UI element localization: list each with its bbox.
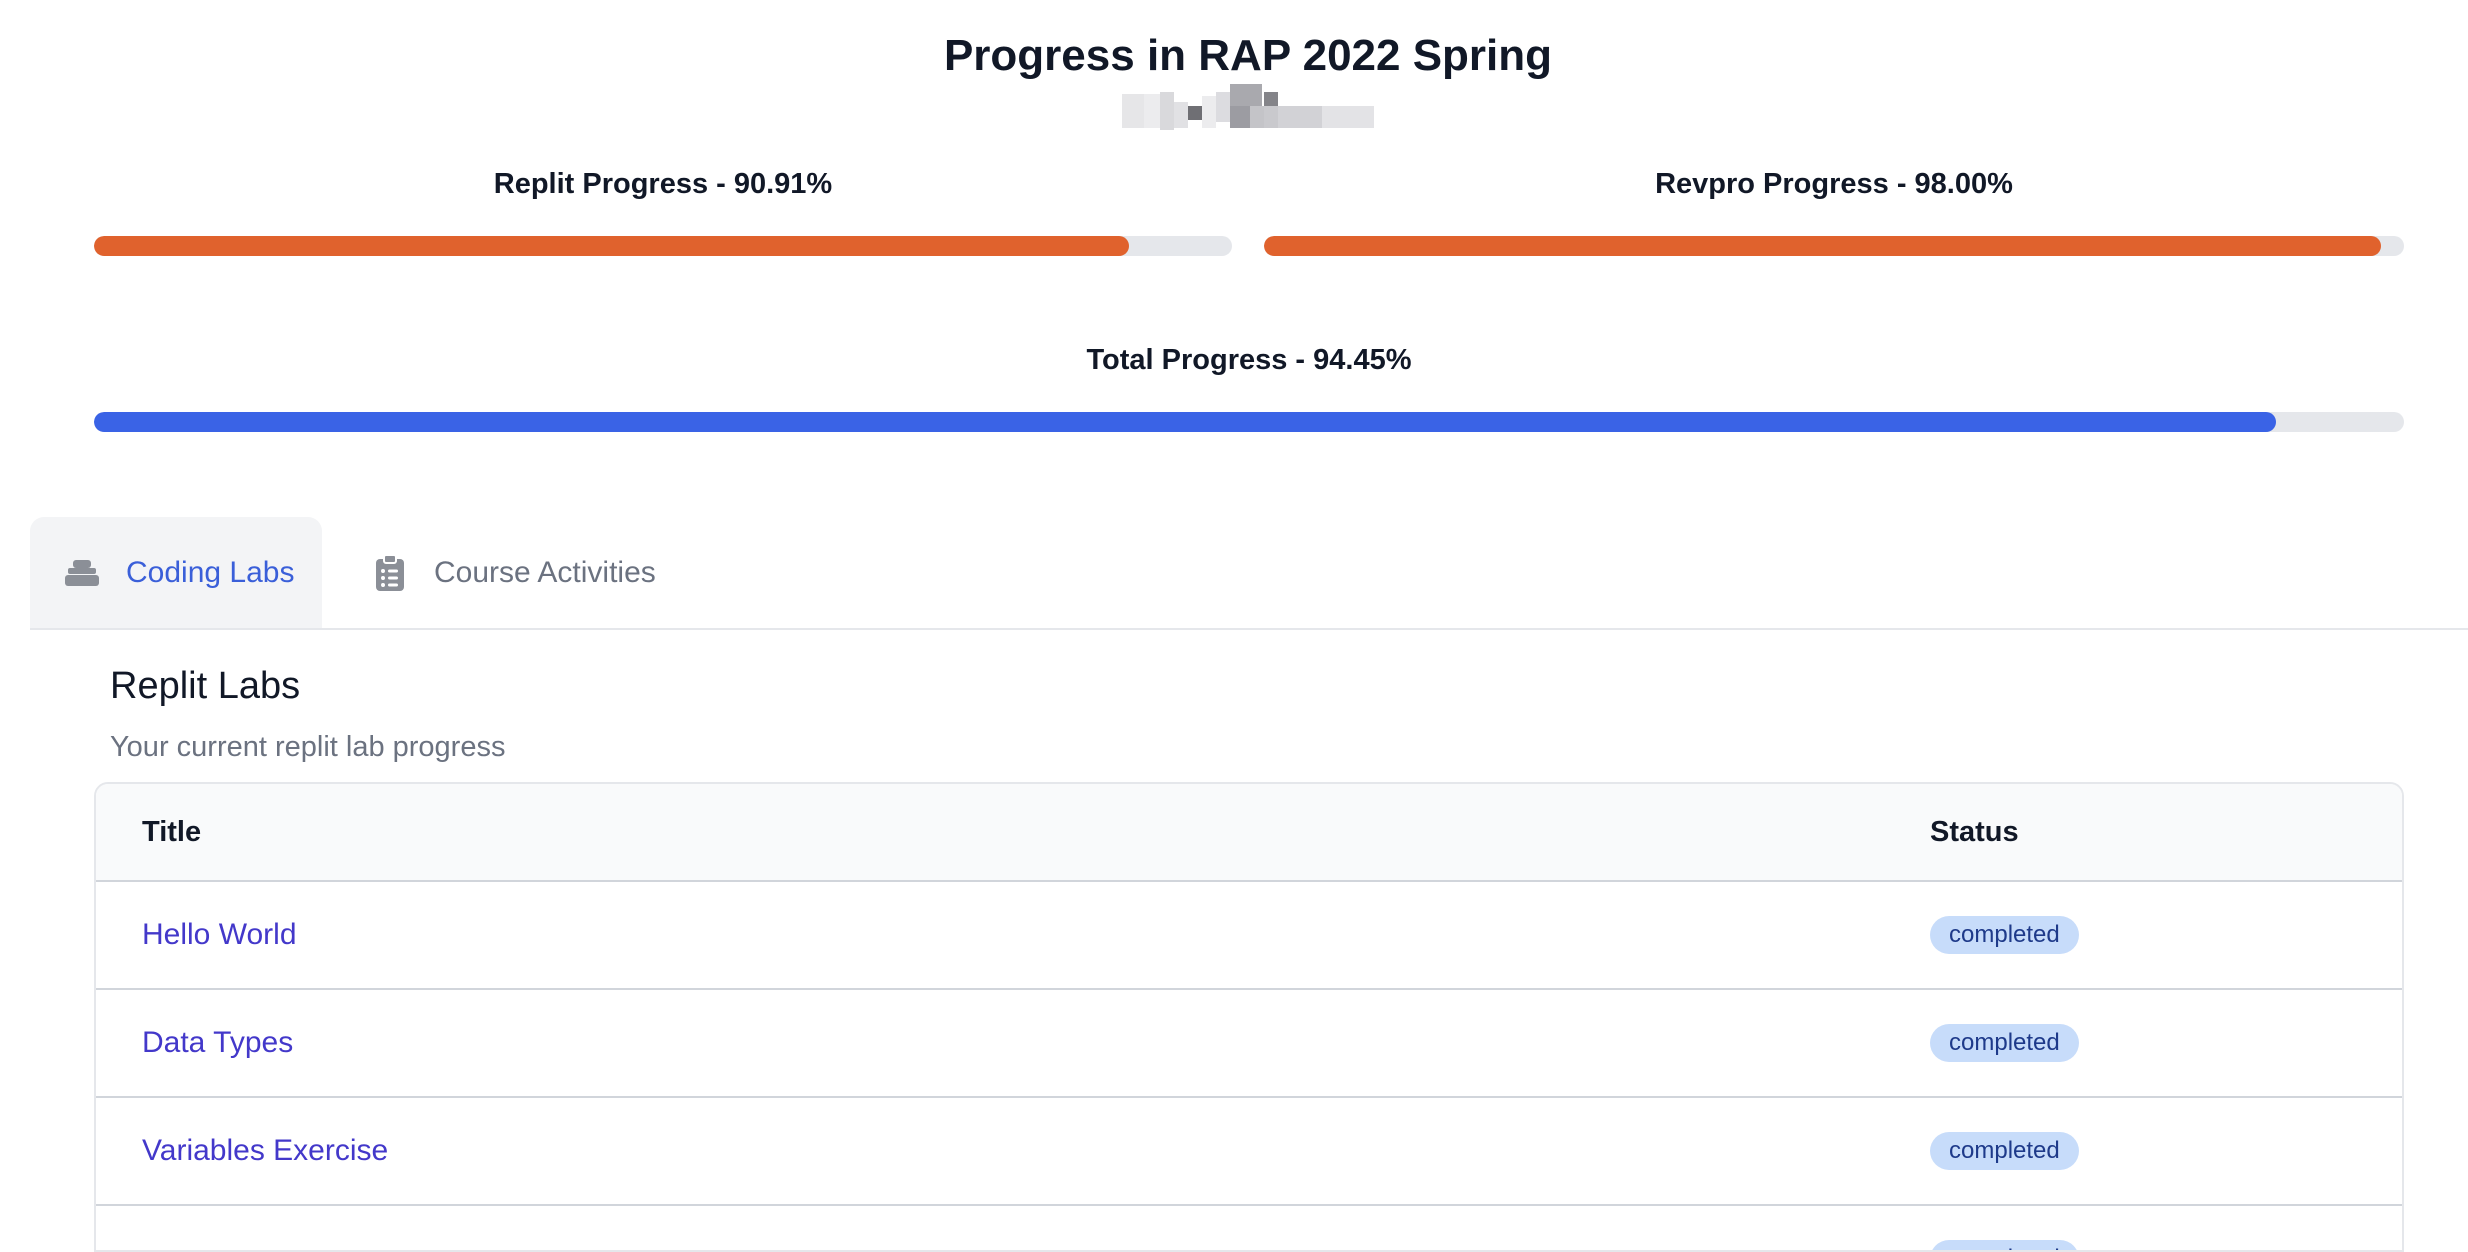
total-progress-fill (94, 412, 2276, 432)
replit-progress-fill (94, 236, 1129, 256)
replit-progress-track (94, 236, 1232, 256)
table-row: completed (96, 1206, 2402, 1250)
column-header-status: Status (1930, 816, 2019, 848)
status-badge: completed (1930, 1024, 2079, 1062)
table-header: Title Status (96, 784, 2402, 882)
table-row: Hello World completed (96, 882, 2402, 990)
section-subtitle: Your current replit lab progress (110, 731, 506, 763)
tabs-divider (30, 628, 2468, 630)
clipboard-list-icon (372, 554, 408, 591)
total-progress-label: Total Progress - 94.45% (1086, 344, 1412, 376)
tab-coding-labs[interactable]: Coding Labs (30, 517, 322, 628)
lab-title-link[interactable]: Variables Exercise (142, 1134, 389, 1167)
tab-coding-labs-label: Coding Labs (126, 555, 295, 589)
redacted-username (1122, 84, 1374, 130)
column-header-title: Title (142, 816, 202, 848)
table-row: Variables Exercise completed (96, 1098, 2402, 1206)
tab-course-activities[interactable]: Course Activities (322, 517, 682, 628)
lab-title-link[interactable]: Hello World (142, 918, 297, 951)
labs-table: Title Status Hello World completed Data … (94, 782, 2404, 1252)
section-title: Replit Labs (110, 665, 301, 707)
table-row: Data Types completed (96, 990, 2402, 1098)
total-progress-track (94, 412, 2404, 432)
revpro-progress-label: Revpro Progress - 98.00% (1655, 168, 2013, 200)
revpro-progress-track (1264, 236, 2404, 256)
revpro-progress-fill (1264, 236, 2382, 256)
status-badge: completed (1930, 916, 2079, 954)
status-badge: completed (1930, 1132, 2079, 1170)
page-title: Progress in RAP 2022 Spring (943, 31, 1553, 80)
replit-progress-label: Replit Progress - 90.91% (493, 168, 833, 200)
stack-icon (64, 555, 100, 591)
tab-course-activities-label: Course Activities (434, 555, 656, 589)
lab-title-link[interactable]: Data Types (142, 1026, 294, 1059)
